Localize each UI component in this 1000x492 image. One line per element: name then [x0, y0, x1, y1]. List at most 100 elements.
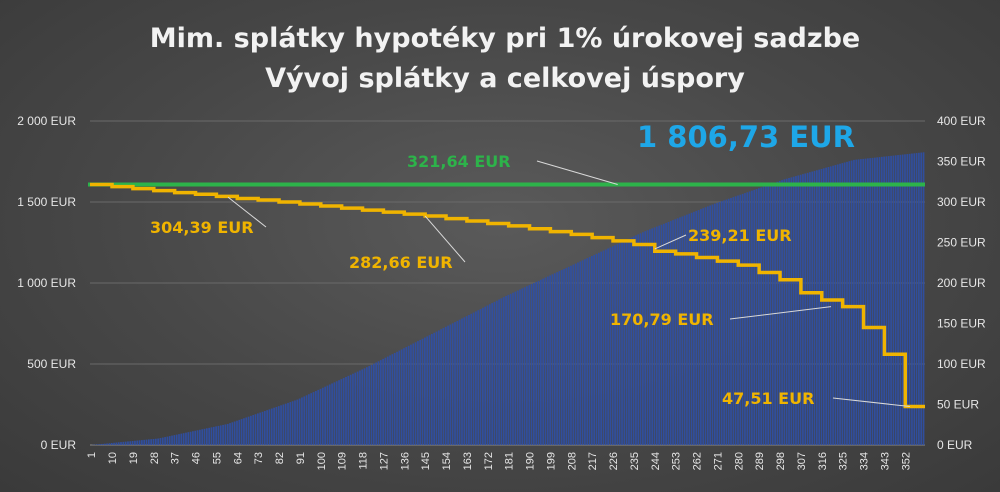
data-label: 170,79 EUR: [610, 310, 714, 329]
bar: [646, 230, 649, 445]
bar: [263, 410, 266, 445]
bar: [305, 395, 308, 445]
bar: [333, 382, 336, 445]
bar: [245, 417, 248, 445]
bar: [725, 199, 728, 445]
bar: [199, 429, 201, 445]
right-axis-tick-label: 150 EUR: [937, 317, 986, 331]
bar: [240, 419, 243, 445]
bar: [319, 388, 322, 445]
x-axis-tick-label: 208: [566, 452, 578, 470]
bar: [753, 189, 756, 445]
bar: [173, 435, 176, 445]
bar: [820, 168, 823, 445]
bar: [570, 265, 572, 445]
bar: [219, 425, 222, 445]
leader-line: [227, 196, 267, 228]
bar: [180, 433, 183, 445]
bar: [581, 260, 584, 445]
bar: [236, 420, 238, 445]
x-axis-tick-label: 145: [420, 452, 432, 470]
x-axis-tick-label: 82: [274, 452, 286, 464]
bar: [495, 300, 498, 445]
bar: [152, 438, 155, 445]
payment-step-line-path: [90, 182, 925, 409]
bar: [762, 186, 765, 446]
data-label: 47,51 EUR: [722, 389, 814, 408]
bar: [906, 154, 909, 445]
bar: [539, 279, 542, 445]
bar: [655, 226, 658, 445]
bar: [468, 314, 470, 445]
bar: [667, 221, 670, 445]
annotations: 1 806,73 EUR 321,64 EUR 304,39 EUR 282,66 E…: [150, 120, 855, 408]
bar: [760, 187, 763, 446]
bar: [252, 415, 255, 445]
bar: [277, 406, 280, 445]
bar: [867, 158, 869, 445]
bar: [96, 444, 99, 445]
left-axis-tick-label: 0 EUR: [41, 438, 77, 452]
bar: [113, 442, 115, 445]
bar: [303, 396, 306, 445]
bar: [210, 427, 213, 445]
bar: [860, 159, 862, 445]
bar: [143, 439, 146, 445]
bar: [203, 428, 206, 445]
bar: [231, 422, 234, 445]
bar: [665, 222, 667, 445]
x-axis-tick-label: 172: [483, 452, 495, 470]
bar: [855, 159, 858, 445]
bar: [507, 294, 510, 445]
bar: [658, 225, 660, 445]
bar: [403, 348, 405, 445]
bar: [885, 156, 888, 445]
bar: [563, 268, 565, 445]
bar: [138, 440, 141, 445]
total-savings-label: 1 806,73 EUR: [637, 120, 855, 154]
bar: [372, 363, 375, 445]
bar: [442, 328, 445, 445]
bar: [424, 337, 426, 445]
x-axis-tick-label: 262: [692, 452, 704, 470]
bar: [463, 317, 466, 445]
bar: [880, 156, 883, 445]
bar: [873, 157, 876, 445]
bar: [243, 418, 245, 445]
bar: [475, 311, 477, 445]
bar: [706, 206, 709, 445]
bar: [398, 350, 401, 445]
bar: [458, 319, 461, 445]
bar: [147, 439, 150, 445]
bar: [205, 428, 208, 445]
bar: [637, 234, 640, 445]
bar: [871, 157, 874, 445]
bar: [194, 430, 197, 445]
x-axis-tick-label: 127: [378, 452, 390, 470]
bar: [595, 253, 598, 445]
bar: [257, 413, 259, 445]
bar: [505, 295, 507, 445]
bar: [764, 185, 767, 446]
bar: [739, 194, 742, 445]
x-axis-tick-label: 19: [128, 452, 140, 464]
bar: [502, 297, 505, 445]
bar: [361, 369, 364, 445]
bar: [196, 430, 199, 445]
bar: [437, 330, 440, 445]
bar: [433, 332, 435, 445]
bar: [368, 366, 371, 445]
bar: [366, 367, 368, 445]
bar: [628, 238, 630, 445]
bar: [864, 158, 867, 445]
left-axis-tick-label: 1 000 EUR: [17, 276, 76, 290]
bar: [266, 410, 268, 445]
bar: [384, 357, 387, 445]
bar: [730, 197, 732, 445]
bar: [521, 288, 524, 445]
bar: [609, 247, 612, 445]
bar: [832, 165, 834, 445]
bar: [876, 157, 879, 446]
bar: [827, 167, 830, 445]
